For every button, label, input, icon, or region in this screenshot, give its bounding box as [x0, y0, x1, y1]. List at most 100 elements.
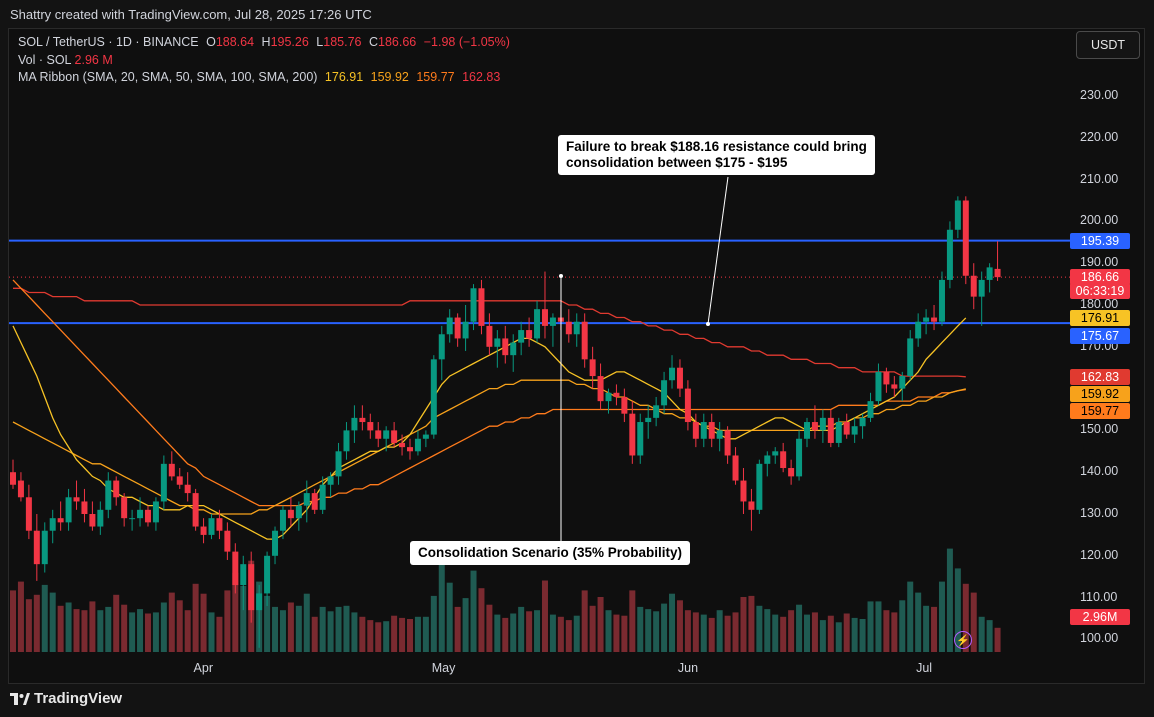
volume-bar: [65, 602, 72, 652]
volume-bar: [907, 581, 914, 652]
candle-body: [676, 367, 683, 389]
candle-body: [414, 438, 421, 452]
resistance-anchor-dot: [706, 322, 710, 326]
candle-body: [819, 417, 826, 431]
y-tick-label: 190.00: [1080, 255, 1119, 270]
volume-bar: [73, 609, 80, 652]
legend-high: 195.26: [270, 35, 309, 49]
volume-bar: [105, 606, 112, 652]
x-tick-label: Jul: [916, 661, 933, 675]
candle-body: [272, 530, 279, 556]
candle-body: [700, 422, 707, 439]
volume-bar: [454, 606, 461, 652]
candle-body: [478, 288, 485, 326]
candle-body: [176, 476, 183, 485]
legend-low-label: L: [316, 35, 324, 49]
sma50-line: [12, 379, 966, 515]
candle-body: [422, 434, 429, 439]
volume-bar: [462, 598, 469, 652]
legend-change: −1.98 (−1.05%): [423, 35, 510, 49]
tag-countdown: 06:33:19: [1070, 283, 1130, 299]
volume-bar: [113, 594, 120, 652]
candle-body: [907, 338, 914, 377]
volume-bar: [970, 592, 977, 652]
candle-body: [684, 388, 691, 423]
candle-body: [224, 530, 231, 552]
tag-last-price: 186.66: [1070, 269, 1130, 285]
candle-body: [518, 330, 525, 343]
candle-body: [780, 451, 787, 469]
candle-body: [581, 321, 588, 360]
volume-bar: [708, 617, 715, 652]
volume-bar: [835, 622, 842, 652]
volume-bar: [891, 612, 898, 652]
footer-brand[interactable]: TradingView: [10, 690, 122, 707]
candle-body: [621, 396, 628, 414]
volume-bar: [295, 605, 302, 652]
volume-bar: [748, 595, 755, 652]
volume-bar: [279, 610, 286, 652]
y-tick-label: 220.00: [1080, 129, 1119, 144]
currency-button[interactable]: USDT: [1076, 31, 1140, 59]
volume-bar: [819, 620, 826, 652]
candle-body: [891, 384, 898, 389]
volume-bar: [152, 612, 159, 652]
candle-body: [867, 401, 874, 418]
candle-body: [597, 376, 604, 402]
volume-bar: [311, 616, 318, 652]
candle-body: [367, 422, 374, 431]
volume-bar: [168, 592, 175, 652]
volume-bar: [565, 620, 572, 652]
candle-body: [160, 463, 167, 502]
candle-body: [796, 438, 803, 477]
volume-bar: [224, 590, 231, 652]
tag-ma20: 176.91: [1070, 310, 1130, 326]
candle-body: [748, 501, 755, 510]
scenario-anchor-dot: [559, 274, 563, 278]
candle-body: [851, 426, 858, 435]
y-tick-label: 180.00: [1080, 297, 1119, 311]
candle-body: [105, 480, 112, 510]
volume-bar: [764, 609, 771, 652]
volume-bar: [883, 610, 890, 652]
candle-body: [994, 268, 1001, 278]
candle-body: [470, 288, 477, 322]
volume-bar: [438, 564, 445, 652]
scenario-annotation[interactable]: Consolidation Scenario (35% Probability): [410, 541, 691, 565]
volume-bar: [49, 592, 56, 652]
candle-body: [669, 367, 676, 381]
y-tick-label: 120.00: [1080, 547, 1119, 562]
legend-ma50: 159.92: [370, 70, 409, 84]
candle-body: [629, 413, 636, 456]
volume-bar: [946, 548, 953, 652]
candle-body: [811, 422, 818, 431]
candle-body: [462, 321, 469, 339]
resistance-annotation[interactable]: Failure to break $188.16 resistance coul…: [558, 135, 875, 175]
candle-body: [144, 509, 151, 523]
volume-bar: [605, 610, 612, 652]
volume-bar: [446, 582, 453, 652]
candle-body: [335, 451, 342, 477]
candle-body: [121, 497, 128, 519]
volume-bar: [859, 619, 866, 652]
volume-bar: [407, 619, 413, 652]
candle-body: [843, 422, 850, 435]
volume-bar: [629, 590, 636, 652]
candle-body: [129, 518, 136, 520]
candle-body: [454, 317, 461, 339]
volume-bar: [788, 610, 795, 652]
volume-bar: [192, 583, 199, 652]
candle-body: [502, 338, 509, 356]
volume-bar: [637, 606, 644, 652]
volume-bar: [915, 592, 922, 652]
volume-bar: [200, 593, 207, 652]
resistance-annotation-line1: Failure to break $188.16 resistance coul…: [566, 139, 867, 154]
lightning-icon[interactable]: ⚡: [954, 631, 972, 649]
candle-body: [375, 430, 382, 439]
tradingview-logo-icon: [10, 693, 30, 706]
volume-bar: [470, 570, 477, 652]
volume-bar: [843, 613, 850, 652]
candle-body: [970, 275, 977, 297]
legend-high-label: H: [261, 35, 271, 49]
